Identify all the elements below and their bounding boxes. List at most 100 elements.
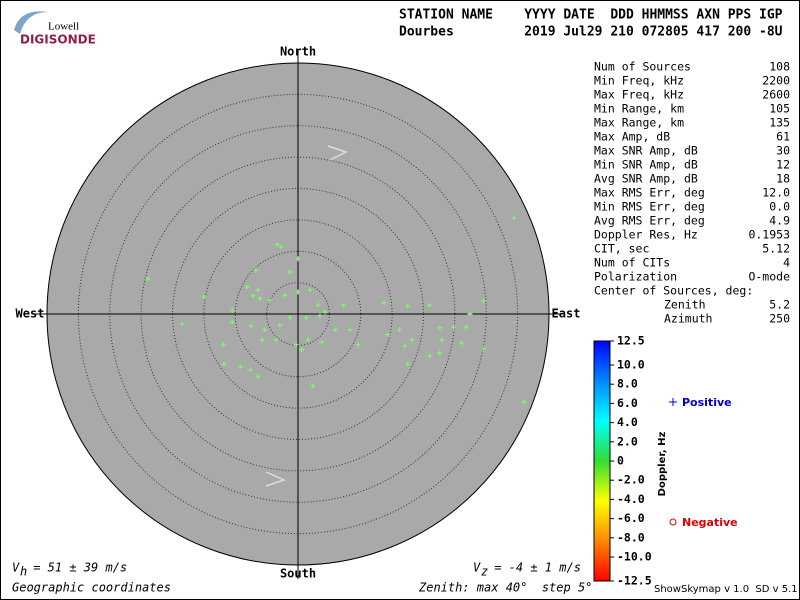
colorbar-tick-label: 12.5	[617, 334, 645, 348]
velocity-label: V	[12, 561, 20, 575]
source-point	[467, 311, 473, 317]
stat-value: 250	[769, 312, 790, 326]
stat-value: 30	[776, 144, 790, 158]
source-point	[427, 353, 433, 359]
stat-label: Min Range, km	[594, 102, 684, 116]
colorbar-tick-label: 2.0	[617, 434, 638, 448]
source-point	[315, 302, 321, 308]
source-point	[402, 343, 408, 349]
source-point	[355, 342, 361, 348]
source-point	[278, 244, 284, 250]
source-point	[385, 332, 391, 338]
arrow	[265, 471, 287, 487]
stat-label: Azimuth	[664, 312, 712, 326]
logo-swoosh	[14, 11, 48, 34]
colorbar-tick-label: -12.5	[617, 574, 652, 588]
source-point	[303, 315, 309, 321]
stat-value: 105	[769, 102, 790, 116]
legend-label: Negative	[682, 516, 738, 529]
stat-label: Avg RMS Err, deg	[594, 214, 705, 228]
legend-marker	[669, 518, 677, 526]
stat-value: 0.1953	[748, 228, 790, 242]
stat-label: Min Freq, kHz	[594, 74, 684, 88]
source-point	[229, 307, 235, 313]
colorbar-tick-label: 0	[617, 454, 624, 468]
velocity-label: = 51 ± 39 m/s	[26, 561, 127, 575]
stat-value: 61	[776, 130, 790, 144]
source-point	[481, 298, 487, 304]
stat-value: 2200	[762, 74, 790, 88]
source-point	[405, 303, 411, 309]
source-point	[221, 361, 227, 367]
stat-label: Max RMS Err, deg	[594, 186, 705, 200]
source-point	[481, 346, 487, 352]
stat-label: Min SNR Amp, dB	[594, 158, 698, 172]
stat-label: Max SNR Amp, dB	[594, 144, 698, 158]
source-point	[244, 284, 250, 290]
source-point	[253, 267, 259, 273]
colorbar-tick-label: -6.0	[617, 511, 645, 525]
stat-value: 0.0	[769, 200, 790, 214]
colorbar-tick-label: 4.0	[617, 415, 638, 429]
colorbar-tick-label: -2.0	[617, 473, 645, 487]
stat-value: 4	[783, 256, 790, 270]
source-point	[310, 383, 316, 389]
source-point	[299, 347, 305, 353]
stat-label: Polarization	[594, 270, 677, 284]
source-point	[427, 302, 433, 308]
source-point	[439, 337, 445, 343]
source-point	[293, 342, 299, 348]
stat-value: 5.2	[769, 298, 790, 312]
source-point	[511, 215, 517, 221]
colorbar-tick-label: 8.0	[617, 377, 638, 391]
source-point	[267, 297, 273, 303]
source-point	[409, 337, 415, 343]
legend-marker	[669, 398, 677, 406]
stat-value: 12.0	[762, 186, 790, 200]
stat-label: Center of Sources, deg:	[594, 284, 753, 298]
source-point	[322, 309, 328, 315]
source-point	[332, 327, 338, 333]
source-point	[397, 327, 403, 333]
source-point	[255, 287, 261, 293]
colorbar-tick-label: -4.0	[617, 492, 645, 506]
source-point	[237, 364, 243, 370]
source-point	[307, 287, 313, 293]
colorbar-tick-label: 6.0	[617, 396, 638, 410]
source-point	[437, 325, 443, 331]
colorbar-tick-label: 10.0	[617, 358, 645, 372]
source-point	[463, 324, 469, 330]
stat-label: Min RMS Err, deg	[594, 200, 705, 214]
stat-value: O-mode	[748, 270, 790, 284]
source-point	[287, 269, 293, 275]
stat-value: 135	[769, 116, 790, 130]
source-point	[317, 313, 323, 319]
stat-label: Num of CITs	[594, 256, 670, 270]
source-point	[405, 361, 411, 367]
colorbar-title: Doppler, Hz	[657, 432, 668, 497]
stat-value: 12	[776, 158, 790, 172]
source-point	[179, 321, 185, 327]
logo-text: DIGISONDE	[20, 33, 96, 47]
source-point	[437, 350, 443, 356]
source-point	[305, 337, 311, 343]
source-point	[341, 302, 347, 308]
stat-label: Avg SNR Amp, dB	[594, 172, 698, 186]
stat-label: Max Range, km	[594, 116, 684, 130]
version-label: ShowSkymap v 1.0 SD v 5.1	[654, 584, 798, 595]
source-point	[273, 337, 279, 343]
source-point	[255, 374, 261, 380]
zenith-label: Zenith: max 40° step 5°	[418, 581, 592, 595]
source-point	[229, 319, 235, 325]
source-point	[262, 327, 268, 333]
direction-label: East	[552, 307, 581, 321]
colorbar-tick-label: -10.0	[617, 550, 652, 564]
velocity-label: = -4 ± 1 m/s	[487, 561, 581, 575]
source-point	[201, 294, 207, 300]
velocity-label: z	[481, 565, 488, 579]
stat-label: Zenith	[664, 298, 706, 312]
source-point	[295, 256, 301, 262]
direction-label: West	[16, 307, 45, 321]
source-point	[451, 324, 457, 330]
